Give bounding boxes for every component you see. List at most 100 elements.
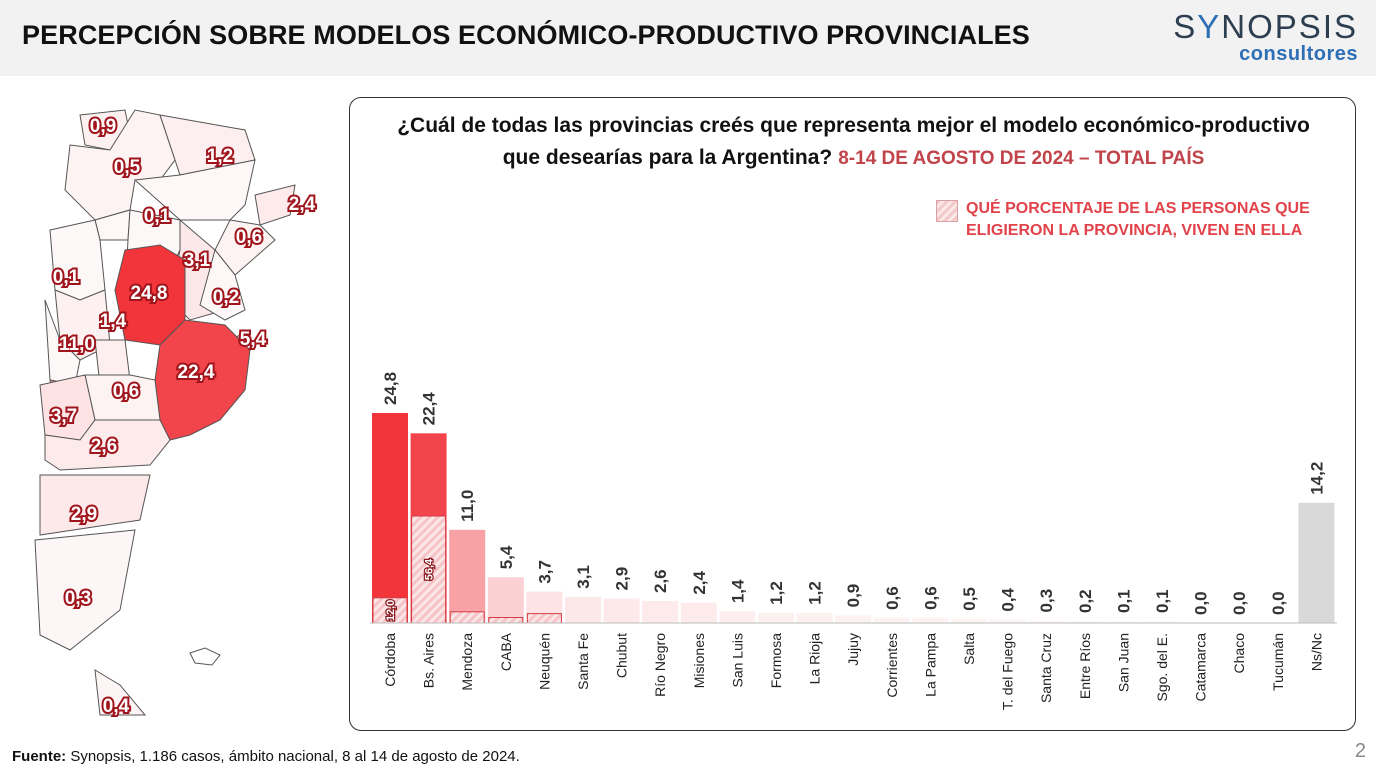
map-label: 0,2 (213, 287, 239, 308)
synopsis-logo: SYNOPSIS consultores (1173, 8, 1358, 65)
category-label: Chubut (614, 633, 630, 678)
bar-t-del-fuego (989, 619, 1026, 623)
legend-text: QUÉ PORCENTAJE DE LAS PERSONAS QUE ELIGI… (966, 200, 1310, 239)
value-label: 1,4 (728, 579, 747, 603)
category-label: Río Negro (652, 633, 668, 697)
argentina-map: 0,9 0,5 1,2 0,1 2,4 0,6 3,1 0,1 24,8 0,2… (0, 90, 330, 730)
date-range: 8-14 DE AGOSTO DE 2024 – TOTAL PAÍS (838, 148, 1205, 169)
value-label: 3,1 (574, 565, 593, 589)
category-label: San Juan (1115, 633, 1131, 692)
map-label: 0,1 (53, 267, 80, 288)
map-label: 2,6 (91, 436, 117, 457)
chart-panel: ¿Cuál de todas las provincias creés que … (349, 97, 1356, 731)
category-label: Entre Ríos (1077, 633, 1093, 699)
bar-ns-nc (1298, 502, 1335, 623)
value-label: 0,1 (1153, 589, 1172, 613)
category-label: Sgo. del E. (1154, 633, 1170, 702)
value-label: 24,8 (381, 372, 400, 405)
bar-sgo-del-e- (1144, 621, 1180, 623)
bar-la-pampa (912, 617, 949, 623)
bar-chart-svg: 12,0 24,8 Córdoba 56,4 22,4 Bs. Aires 11,0 Mend… (370, 372, 1337, 710)
category-label: Corrientes (884, 633, 900, 698)
value-label: 0,6 (921, 586, 940, 610)
resident-share-label: 56,4 (424, 558, 436, 580)
category-label: Tucumán (1270, 633, 1286, 691)
province-entre-rios (199, 248, 246, 321)
province-santa-cruz (34, 529, 136, 651)
value-label: 11,0 (458, 490, 477, 522)
category-label: Santa Cruz (1038, 633, 1054, 703)
value-label: 0,1 (1114, 589, 1133, 613)
map-label: 0,5 (114, 157, 141, 178)
resident-share-label: 12,0 (385, 600, 397, 621)
bar-jujuy (835, 615, 872, 623)
category-label: Mendoza (459, 633, 475, 691)
bar-santa-fe (565, 596, 601, 623)
map-label: 5,4 (240, 329, 267, 350)
bar-entre-r-os (1066, 621, 1103, 623)
map-label: 22,4 (178, 362, 215, 383)
bar-santa-cruz (1028, 620, 1065, 623)
map-label: 3,7 (51, 406, 77, 427)
map-label: 3,1 (184, 250, 211, 271)
map-label: 1,4 (100, 311, 127, 332)
category-label: Jujuy (845, 633, 861, 666)
province-corrientes (214, 219, 276, 276)
bar-r-o-negro (642, 600, 679, 623)
bar-formosa (758, 612, 794, 623)
value-label: 0,3 (1037, 589, 1056, 613)
bar-chubut (603, 598, 640, 623)
province-rio-negro (44, 419, 171, 471)
chart-question: ¿Cuál de todas las provincias creés que … (397, 114, 1310, 169)
map-label: 0,4 (103, 696, 130, 717)
source-footer: Fuente: Synopsis, 1.186 casos, ámbito na… (12, 748, 520, 765)
map-label: 0,3 (65, 588, 91, 609)
province-chubut (39, 474, 151, 536)
province-misiones (254, 184, 296, 226)
category-label: Córdoba (382, 633, 398, 687)
value-label: 14,2 (1307, 462, 1326, 495)
malvinas (189, 647, 221, 666)
category-label: Formosa (768, 633, 784, 688)
map-label: 0,6 (113, 381, 139, 402)
category-label: Bs. Aires (421, 633, 437, 688)
resident-share-bar (449, 611, 485, 624)
header-bar: PERCEPCIÓN SOBRE MODELOS ECONÓMICO-PRODU… (0, 0, 1376, 76)
category-label: Ns/Nc (1308, 633, 1324, 671)
category-label: Salta (961, 633, 977, 665)
map-label: 0,1 (144, 206, 171, 227)
category-label: T. del Fuego (1000, 633, 1016, 710)
bar-corrientes (873, 617, 910, 623)
value-label: 0,2 (1076, 589, 1095, 613)
map-label: 2,9 (71, 504, 97, 525)
bar-c-rdoba (372, 413, 408, 623)
category-label: San Luis (729, 633, 745, 687)
category-label: Neuquén (536, 633, 552, 690)
bar-mendoza (449, 529, 486, 623)
category-label: CABA (498, 632, 514, 671)
bar-caba (487, 577, 524, 623)
value-label: 0,0 (1192, 591, 1211, 615)
map-label: 11,0 (59, 334, 95, 355)
chart-legend: QUÉ PORCENTAJE DE LAS PERSONAS QUE ELIGI… (936, 198, 1336, 248)
legend-swatch-hatched (936, 200, 958, 222)
map-label: 24,8 (131, 283, 168, 304)
value-label: 22,4 (420, 392, 439, 426)
map-svg: 0,9 0,5 1,2 0,1 2,4 0,6 3,1 0,1 24,8 0,2… (34, 109, 318, 719)
map-label: 0,9 (90, 116, 116, 137)
value-label: 0,5 (960, 587, 979, 611)
category-label: La Pampa (922, 633, 938, 697)
value-label: 1,2 (806, 581, 825, 605)
value-label: 0,0 (1230, 591, 1249, 615)
value-label: 2,9 (613, 567, 632, 591)
bar-salta (951, 618, 987, 623)
province-catamarca (49, 219, 106, 301)
province-san-juan (44, 299, 81, 386)
category-label: Catamarca (1193, 633, 1209, 702)
page-number: 2 (1354, 740, 1366, 762)
map-label: 2,4 (289, 194, 316, 215)
resident-share-bar (372, 597, 408, 624)
value-label: 5,4 (497, 545, 516, 569)
category-label: La Rioja (807, 633, 823, 685)
map-label: 0,6 (236, 227, 262, 248)
